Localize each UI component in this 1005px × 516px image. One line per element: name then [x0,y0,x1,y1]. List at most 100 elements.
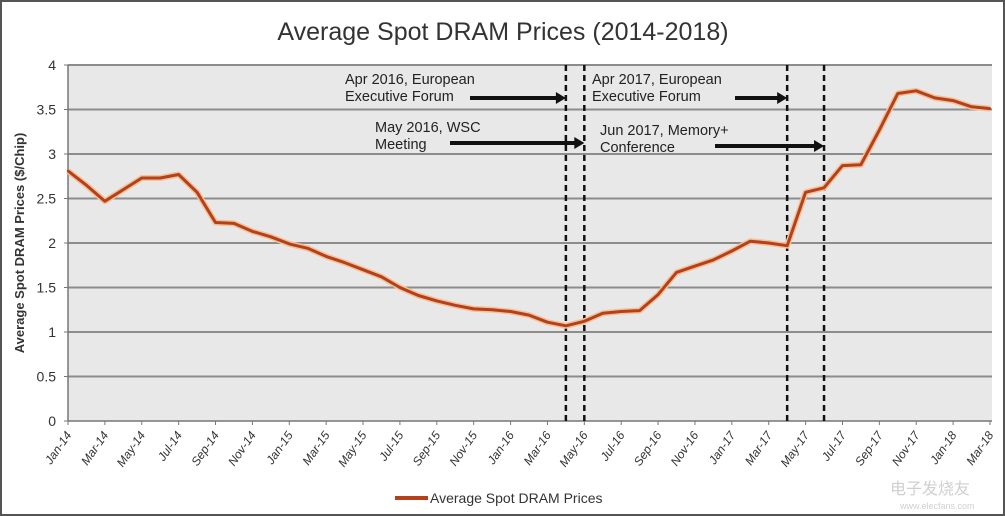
data-point [103,199,107,203]
data-point [398,286,402,289]
data-point [656,293,660,296]
x-tick-label: Nov-17 [889,428,923,469]
data-point [915,89,918,93]
x-tick-label: May-17 [778,428,813,470]
data-point [490,308,494,311]
data-point [232,222,236,225]
data-point [509,310,512,313]
data-point [417,294,420,297]
data-point [177,173,180,176]
x-tick-label: Nov-16 [668,428,702,468]
annotation-text: Meeting [375,137,427,153]
data-point [730,249,734,253]
annotation-arrowhead [555,92,566,104]
x-tick-label: Nov-15 [446,428,480,468]
data-point [804,191,807,194]
y-tick-label: 1.5 [37,280,57,296]
x-tick-label: Jan-17 [705,428,739,468]
data-point [638,309,641,312]
data-point [859,163,863,166]
data-point [951,99,955,102]
data-point [85,183,88,187]
y-tick-label: 3 [48,146,56,162]
x-tick-label: Mar-18 [963,428,996,467]
annotation-arrowhead [777,92,788,104]
data-point [620,310,623,313]
data-point [140,176,143,180]
x-tick-label: May-15 [335,428,370,469]
data-point [66,169,70,173]
y-axis-label: Average Spot DRAM Prices ($/Chip) [12,133,27,354]
chart-title: Average Spot DRAM Prices (2014-2018) [277,18,728,46]
annotation-text: Executive Forum [345,89,454,105]
legend-label: Average Spot DRAM Prices [430,490,602,506]
data-point [583,320,586,323]
data-point [269,235,273,238]
data-point [970,105,973,109]
x-tick-label: Nov-14 [225,428,259,468]
y-tick-label: 3.5 [37,102,57,118]
x-tick-label: May-14 [114,428,149,469]
watermark-brand: 电子发烧友 [890,480,970,498]
y-tick-label: 2 [48,235,56,251]
data-point [380,275,383,279]
x-tick-label: Mar-14 [78,428,111,467]
data-point [841,164,844,167]
watermark: 电子发烧友 www.elecfans.com [890,480,975,511]
data-point [288,242,291,246]
data-point [472,307,475,311]
data-point [749,240,752,243]
annotation-text: Conference [600,140,675,156]
data-point [822,186,826,190]
x-tick-label: Jan-14 [41,428,74,467]
x-tick-label: Sep-15 [410,428,444,468]
x-tick-label: Mar-15 [299,428,332,467]
x-tick-label: Jul-14 [154,428,185,464]
data-point [343,261,346,264]
annotation-text: Apr 2017, European [592,72,722,88]
data-point [361,268,365,271]
x-tick-label: Sep-16 [631,428,665,468]
x-tick-label: Jan-15 [263,428,296,467]
data-point [988,107,992,110]
data-point [306,247,309,250]
y-tick-label: 1 [48,324,56,340]
x-tick-label: Jul-16 [597,428,628,464]
x-tick-label: Jan-18 [926,428,959,467]
annotation-text: Apr 2016, European [345,72,475,88]
x-tick-label: May-16 [556,428,591,469]
y-tick-label: 2.5 [37,191,57,207]
data-point [712,258,715,262]
data-point [214,221,217,224]
x-tick-label: Jul-15 [376,428,407,464]
annotation-text: May 2016, WSC [375,120,481,136]
x-tick-label: Sep-14 [188,428,222,468]
y-tick-label: 0 [48,413,56,429]
data-point [546,321,549,324]
x-tick-label: Jan-16 [484,428,517,467]
data-point [878,128,881,132]
annotation-text: Jun 2017, Memory+ [600,123,729,139]
data-point [785,244,789,247]
data-point [435,299,438,303]
data-point [896,92,899,95]
data-point [675,271,678,274]
data-point [767,241,770,245]
y-tick-label: 0.5 [37,369,57,385]
x-tick-label: Mar-16 [521,428,554,467]
annotation-arrowhead [814,140,825,152]
y-tick-label: 4 [48,57,56,73]
data-point [159,176,162,180]
x-tick-label: Jul-17 [818,428,850,465]
data-point [601,312,604,315]
x-tick-label: Sep-17 [852,428,886,469]
data-point [933,96,936,100]
x-tick-label: Mar-17 [742,428,776,468]
legend: Average Spot DRAM Prices [395,490,602,506]
annotation-arrowhead [574,137,585,149]
watermark-url: www.elecfans.com [899,501,975,511]
data-point [251,230,254,233]
data-point [527,313,531,317]
